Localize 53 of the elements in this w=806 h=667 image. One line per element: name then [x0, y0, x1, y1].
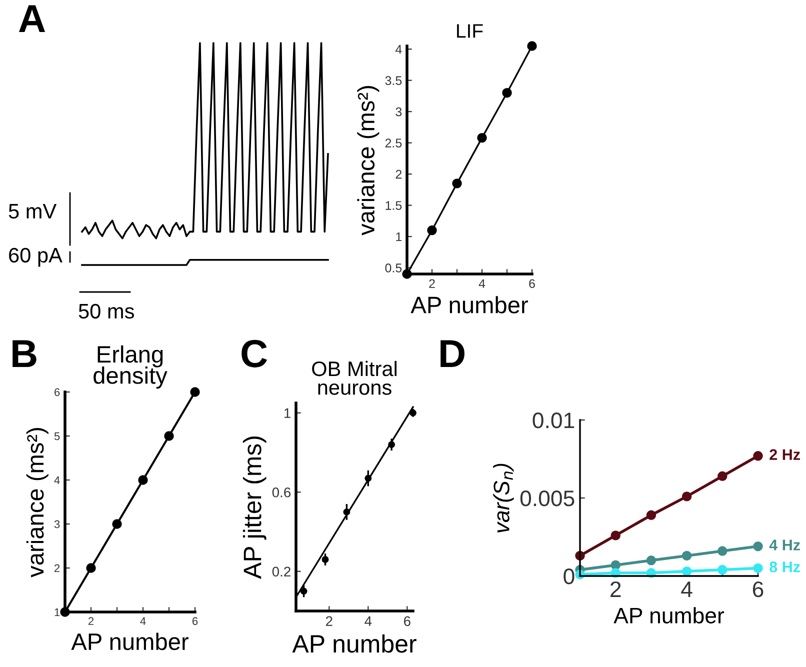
y-axis-title: variance (ms²): [26, 428, 48, 578]
text: 50 ms: [78, 304, 134, 319]
text: C: [242, 340, 268, 368]
x-tick-label: 6: [752, 581, 764, 598]
y-tick-label: 3: [396, 107, 402, 116]
text: D: [440, 340, 464, 368]
y-tick-label: 3: [54, 520, 60, 528]
x-tick-label: 6: [404, 616, 410, 626]
y-tick-label: 1: [396, 232, 402, 242]
y-tick-label: 0: [564, 568, 574, 584]
y-axis-title: AP jitter (ms): [242, 436, 266, 579]
chart-title: Erlang density: [94, 345, 168, 389]
y-tick-label: 1: [54, 608, 60, 616]
text: A: [18, 5, 46, 32]
y-tick-label: 2: [54, 564, 60, 572]
y-tick-label: 3.5: [385, 76, 402, 86]
x-tick-label: 6: [529, 279, 535, 288]
x-tick-label: 2: [429, 279, 435, 288]
text: B: [12, 340, 36, 368]
y-tick-label: 1.5: [386, 201, 402, 210]
x-axis-title: AP number: [410, 296, 528, 314]
x-axis-title: AP number: [292, 634, 416, 653]
x-tick-label: 4: [478, 279, 486, 288]
x-tick-label: 4: [140, 617, 146, 625]
y-tick-label: 4: [395, 45, 402, 54]
y-tick-label: 6: [54, 388, 60, 396]
y-tick-label: 0.005: [520, 490, 574, 506]
x-tick-label: 4: [681, 582, 692, 597]
series-label: 4 Hz: [769, 540, 800, 550]
x-tick-label: 4: [364, 616, 372, 626]
x-axis-title: AP number: [614, 607, 724, 624]
y-tick-label: 0.5: [385, 264, 402, 272]
text: 5 mV: [8, 204, 57, 219]
y-axis-title: variance (ms²): [357, 86, 380, 236]
series-label: 8 Hz: [770, 561, 800, 572]
y-tick-label: 0.6: [272, 487, 291, 498]
x-tick-label: 2: [610, 581, 621, 597]
chart-title: LIF: [457, 24, 483, 38]
y-tick-label: 1: [284, 408, 290, 418]
text: 60 pA: [9, 248, 62, 267]
y-tick-label: 4: [54, 476, 60, 484]
x-tick-label: 2: [326, 616, 332, 626]
y-tick-label: 2.5: [385, 138, 402, 148]
y-tick-label: 5: [54, 432, 60, 440]
y-tick-label: 0.01: [532, 412, 574, 428]
y-axis-title: var(S$_{n}$): [493, 464, 514, 532]
x-tick-label: 2: [88, 617, 94, 625]
x-axis-title: AP number: [71, 632, 188, 650]
chart-title: OB Mitral neurons: [312, 360, 397, 395]
series-label: 2 Hz: [770, 449, 800, 460]
y-tick-label: 2: [396, 170, 402, 179]
x-tick-label: 6: [192, 617, 198, 626]
y-tick-label: 0.2: [272, 566, 290, 577]
